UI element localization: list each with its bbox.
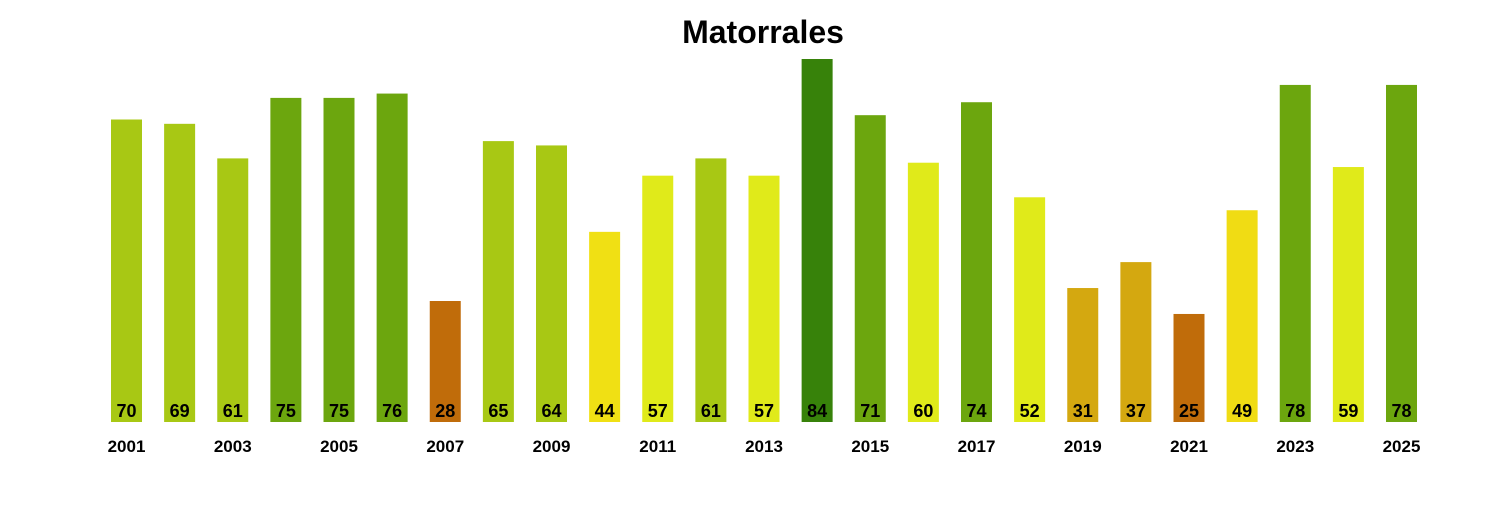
data-label-2003: 61 xyxy=(223,401,243,421)
bar-2003 xyxy=(217,158,249,422)
data-label-2020: 37 xyxy=(1126,401,1146,421)
bar-2016 xyxy=(907,162,939,422)
data-label-2023: 78 xyxy=(1285,401,1305,421)
x-tick-label-2017: 2017 xyxy=(958,437,996,456)
bar-2012 xyxy=(695,158,727,422)
bar-2009 xyxy=(536,145,567,422)
x-tick-label-2015: 2015 xyxy=(851,437,889,456)
bar-2021 xyxy=(1173,313,1205,422)
x-tick-label-2023: 2023 xyxy=(1276,437,1314,456)
data-label-2005: 75 xyxy=(329,401,349,421)
data-label-2013: 57 xyxy=(754,401,774,421)
bar-2017 xyxy=(961,102,992,422)
bar-2004 xyxy=(270,97,302,423)
data-label-2012: 61 xyxy=(701,401,721,421)
bar-2020 xyxy=(1120,262,1152,422)
bar-2010 xyxy=(589,231,621,422)
data-label-2002: 69 xyxy=(170,401,190,421)
data-label-2010: 44 xyxy=(595,401,615,421)
bar-2024 xyxy=(1332,167,1364,422)
bar-2014 xyxy=(801,59,833,422)
data-label-2024: 59 xyxy=(1338,401,1358,421)
x-tick-label-2009: 2009 xyxy=(533,437,571,456)
bar-2006 xyxy=(376,93,408,423)
chart-title: Matorrales xyxy=(682,14,844,50)
data-label-2016: 60 xyxy=(913,401,933,421)
data-label-2006: 76 xyxy=(382,401,402,421)
bar-2008 xyxy=(482,141,514,422)
data-label-2004: 75 xyxy=(276,401,296,421)
data-label-2001: 70 xyxy=(116,401,136,421)
bar-2025 xyxy=(1386,84,1417,422)
bar-2023 xyxy=(1279,84,1311,422)
bar-2015 xyxy=(854,115,886,422)
data-label-2018: 52 xyxy=(1020,401,1040,421)
data-label-2017: 74 xyxy=(966,401,986,421)
bar-2007 xyxy=(429,301,461,422)
x-tick-label-2001: 2001 xyxy=(108,437,146,456)
bar-2002 xyxy=(164,123,196,423)
bar-2011 xyxy=(642,175,674,422)
x-tick-label-2025: 2025 xyxy=(1383,437,1421,456)
data-label-2025: 78 xyxy=(1391,401,1411,421)
bar-2022 xyxy=(1226,210,1258,422)
data-label-2007: 28 xyxy=(435,401,455,421)
data-label-2022: 49 xyxy=(1232,401,1252,421)
data-label-2011: 57 xyxy=(648,401,668,421)
x-tick-label-2011: 2011 xyxy=(639,437,676,456)
x-tick-label-2013: 2013 xyxy=(745,437,783,456)
x-tick-label-2019: 2019 xyxy=(1064,437,1102,456)
data-label-2014: 84 xyxy=(807,401,827,421)
data-label-2009: 64 xyxy=(541,401,561,421)
data-label-2008: 65 xyxy=(488,401,508,421)
data-label-2019: 31 xyxy=(1073,401,1093,421)
bar-2018 xyxy=(1014,197,1046,422)
x-tick-label-2021: 2021 xyxy=(1170,437,1208,456)
bar-2019 xyxy=(1067,288,1099,422)
x-tick-label-2005: 2005 xyxy=(320,437,358,456)
bar-2005 xyxy=(323,97,355,423)
x-tick-label-2003: 2003 xyxy=(214,437,252,456)
data-label-2021: 25 xyxy=(1179,401,1199,421)
bar-2001 xyxy=(111,119,142,422)
data-label-2015: 71 xyxy=(860,401,880,421)
x-tick-label-2007: 2007 xyxy=(426,437,464,456)
bar-2013 xyxy=(748,175,780,422)
